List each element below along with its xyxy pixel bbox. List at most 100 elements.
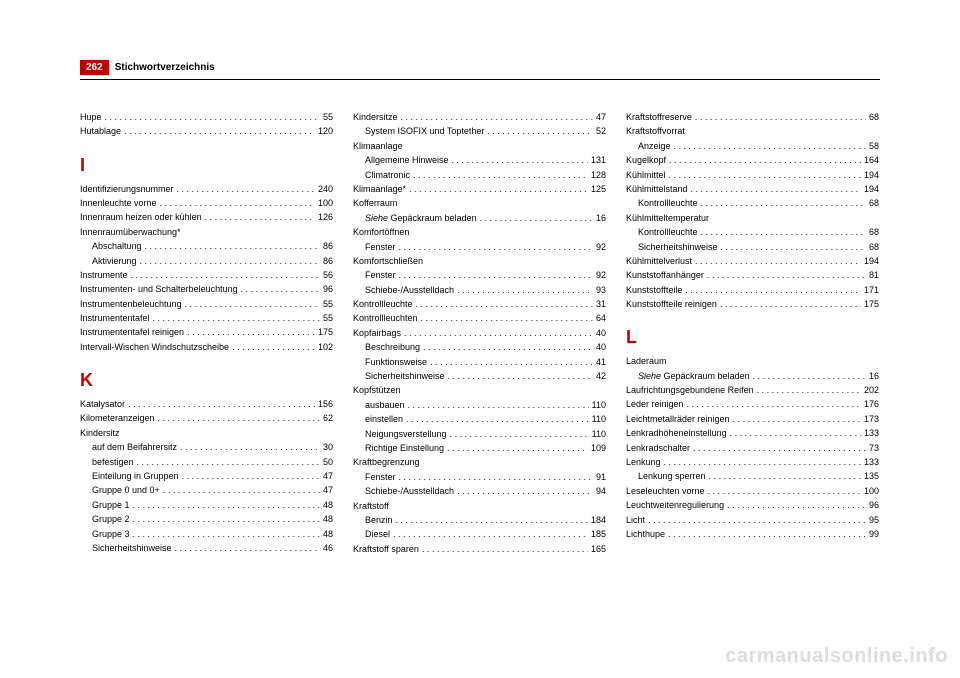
entry-label: ausbauen	[365, 398, 405, 412]
entry-label: Komfortschließen	[353, 254, 423, 268]
leader-dots	[399, 470, 593, 484]
index-entry: Kunststoffteile reinigen175	[626, 297, 879, 311]
entry-page: 68	[869, 110, 879, 124]
leader-dots	[693, 441, 866, 455]
entry-label: befestigen	[92, 455, 134, 469]
entry-page: 185	[591, 527, 606, 541]
index-entry: Lenkradschalter73	[626, 441, 879, 455]
entry-page: 46	[323, 541, 333, 555]
entry-page: 194	[864, 182, 879, 196]
entry-page: 55	[323, 297, 333, 311]
entry-label: Schiebe-/Ausstelldach	[365, 283, 454, 297]
leader-dots	[708, 484, 861, 498]
entry-page: 173	[864, 412, 879, 426]
entry-label: Kraftstoffvorrat	[626, 124, 685, 138]
entry-label: Klimaanlage	[353, 139, 403, 153]
index-entry: Kühlmittel194	[626, 168, 879, 182]
index-entry: Instrumente 56	[80, 268, 333, 282]
entry-label: Kontrollleuchte	[353, 297, 413, 311]
entry-page: 68	[869, 225, 879, 239]
entry-label: Kraftstoff sparen	[353, 542, 419, 556]
entry-page: 128	[591, 168, 606, 182]
leader-dots	[720, 297, 861, 311]
leader-dots	[648, 513, 866, 527]
entry-label: Kühlmittelstand	[626, 182, 688, 196]
leader-dots	[669, 168, 861, 182]
leader-dots	[399, 240, 593, 254]
entry-label: Instrumente	[80, 268, 128, 282]
leader-dots	[691, 182, 861, 196]
leader-dots	[396, 513, 588, 527]
entry-page: 92	[596, 268, 606, 282]
index-entry: Instrumententafel 55	[80, 311, 333, 325]
section-heading: K	[80, 366, 333, 395]
entry-page: 120	[318, 124, 333, 138]
entry-label: Hutablage	[80, 124, 121, 138]
index-entry: Instrumententafel reinigen175	[80, 325, 333, 339]
index-entry: Kunststoffanhänger81	[626, 268, 879, 282]
entry-page: 31	[596, 297, 606, 311]
entry-label: Identifizierungsnummer	[80, 182, 174, 196]
leader-dots	[133, 498, 320, 512]
leader-dots	[450, 427, 589, 441]
index-entry: Gruppe 248	[80, 512, 333, 526]
index-entry: Hutablage 120	[80, 124, 333, 138]
entry-page: 55	[323, 110, 333, 124]
leader-dots	[727, 498, 866, 512]
entry-page: 156	[318, 397, 333, 411]
entry-label: Kugelkopf	[626, 153, 666, 167]
entry-page: 99	[869, 527, 879, 541]
index-entry: Fenster91	[353, 470, 606, 484]
index-entry: Lenkung133	[626, 455, 879, 469]
index-entry: Licht95	[626, 513, 879, 527]
leader-dots	[175, 541, 320, 555]
entry-page: 73	[869, 441, 879, 455]
header-rule	[80, 79, 880, 80]
entry-page: 55	[323, 311, 333, 325]
leader-dots	[447, 441, 588, 455]
section-heading: I	[80, 151, 333, 180]
entry-label: Anzeige	[638, 139, 671, 153]
entry-label: Lenkung	[626, 455, 661, 469]
leader-dots	[105, 110, 320, 124]
index-entry: Leichtmetallräder reinigen173	[626, 412, 879, 426]
entry-page: 56	[323, 268, 333, 282]
leader-dots	[730, 426, 861, 440]
leader-dots	[187, 325, 315, 339]
entry-page: 95	[869, 513, 879, 527]
entry-label: Instrumententafel	[80, 311, 150, 325]
leader-dots	[480, 211, 593, 225]
index-entry: Kontrollleuchte68	[626, 196, 879, 210]
leader-dots	[674, 139, 866, 153]
leader-dots	[695, 110, 866, 124]
entry-page: 133	[864, 426, 879, 440]
entry-label: Kühlmittel	[626, 168, 666, 182]
entry-page: 47	[323, 469, 333, 483]
leader-dots	[163, 483, 320, 497]
index-entry: Gruppe 0 und 0+47	[80, 483, 333, 497]
entry-label: Fenster	[365, 470, 396, 484]
entry-page: 48	[323, 498, 333, 512]
index-entry: Klimaanlage*125	[353, 182, 606, 196]
index-entry: Leseleuchten vorne100	[626, 484, 879, 498]
index-entry: Kraftstoffvorrat	[626, 124, 879, 138]
leader-dots	[687, 397, 861, 411]
index-entry: Kühlmittelverlust194	[626, 254, 879, 268]
section-heading: L	[626, 323, 879, 352]
entry-page: 202	[864, 383, 879, 397]
index-entry: System ISOFIX und Toptether52	[353, 124, 606, 138]
index-entry: Benzin184	[353, 513, 606, 527]
index-entry: Beschreibung40	[353, 340, 606, 354]
entry-page: 94	[596, 484, 606, 498]
leader-dots	[128, 397, 315, 411]
index-entry: Schiebe-/Ausstelldach93	[353, 283, 606, 297]
entry-label: System ISOFIX und Toptether	[365, 124, 484, 138]
leader-dots	[413, 168, 588, 182]
index-column: Kraftstoffreserve68KraftstoffvorratAnzei…	[626, 110, 879, 556]
leader-dots	[709, 469, 861, 483]
entry-label: Komfortöffnen	[353, 225, 409, 239]
index-entry: auf dem Beifahrersitz30	[80, 440, 333, 454]
index-entry: Gruppe 348	[80, 527, 333, 541]
leader-dots	[140, 254, 320, 268]
leader-dots	[131, 268, 320, 282]
